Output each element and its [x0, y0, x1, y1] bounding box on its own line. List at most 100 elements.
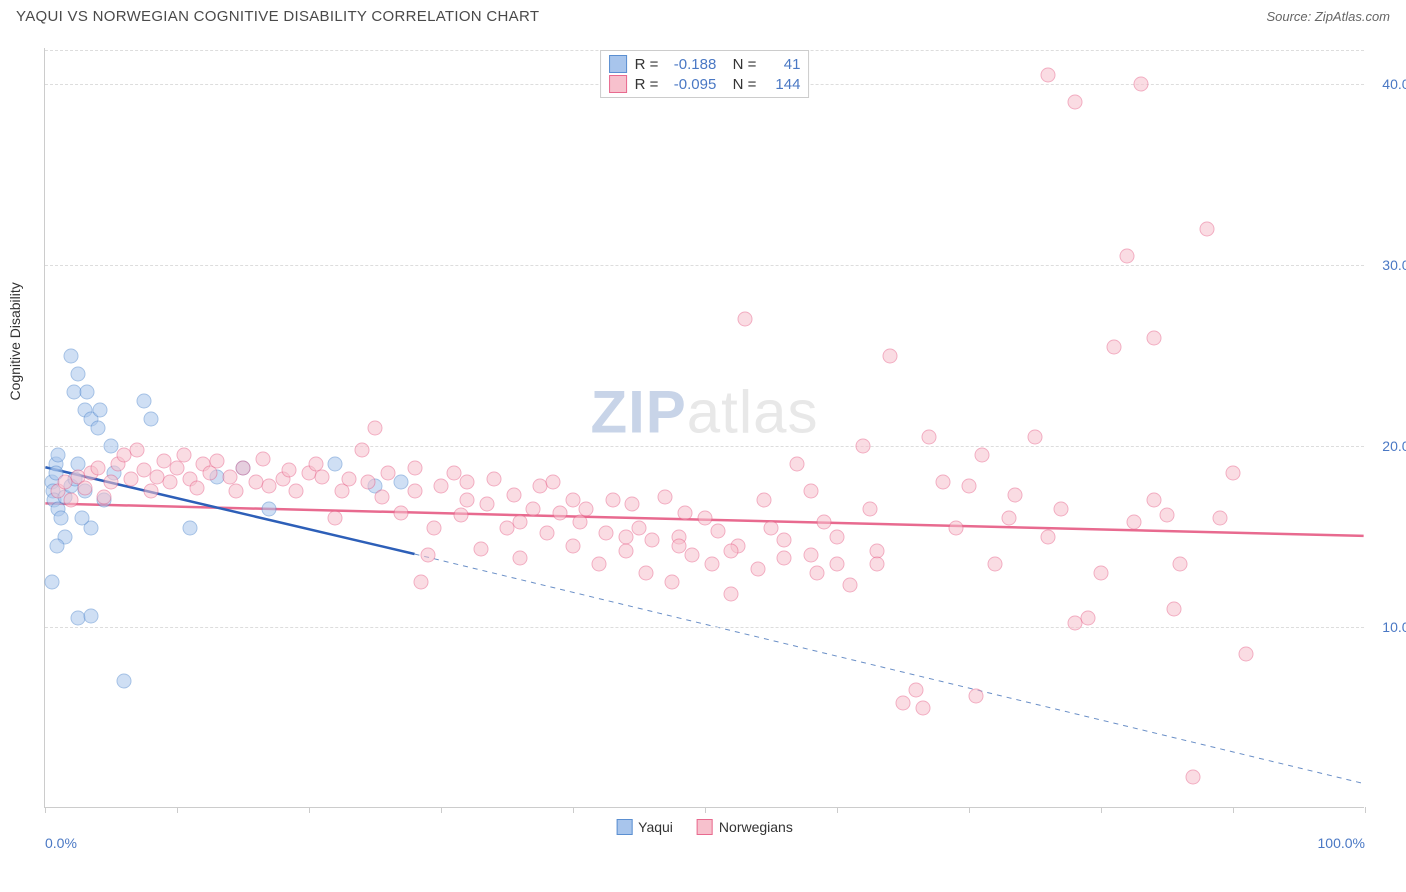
scatter-point	[724, 587, 739, 602]
scatter-point	[130, 442, 145, 457]
scatter-point	[1146, 493, 1161, 508]
scatter-point	[1107, 339, 1122, 354]
x-tick	[969, 807, 970, 813]
scatter-point	[1186, 770, 1201, 785]
x-tick	[45, 807, 46, 813]
scatter-point	[935, 475, 950, 490]
scatter-point	[1166, 601, 1181, 616]
y-tick-label: 40.0%	[1382, 76, 1406, 92]
gridline	[45, 446, 1364, 447]
legend-stat-row: R =-0.188 N =41	[609, 54, 801, 74]
scatter-point	[381, 466, 396, 481]
scatter-point	[764, 520, 779, 535]
scatter-point	[790, 457, 805, 472]
trendline	[414, 554, 1363, 784]
x-tick	[177, 807, 178, 813]
legend-stats: R =-0.188 N =41R =-0.095 N =144	[600, 50, 810, 98]
scatter-point	[1239, 647, 1254, 662]
y-axis-label: Cognitive Disability	[7, 282, 23, 400]
scatter-point	[546, 475, 561, 490]
chart-plot-area: Cognitive Disability ZIPatlas R =-0.188 …	[44, 48, 1364, 808]
scatter-point	[605, 493, 620, 508]
scatter-point	[645, 533, 660, 548]
scatter-point	[74, 511, 89, 526]
scatter-point	[64, 348, 79, 363]
scatter-point	[724, 544, 739, 559]
scatter-point	[361, 475, 376, 490]
legend-r-label: R =	[635, 76, 659, 93]
legend-series-item: Norwegians	[697, 819, 793, 835]
gridline	[45, 627, 1364, 628]
scatter-point	[671, 538, 686, 553]
x-tick-label: 100.0%	[1318, 835, 1365, 851]
legend-swatch	[609, 55, 627, 73]
scatter-point	[632, 520, 647, 535]
source-label: Source: ZipAtlas.com	[1266, 9, 1390, 24]
scatter-point	[53, 511, 68, 526]
scatter-point	[394, 506, 409, 521]
scatter-point	[407, 484, 422, 499]
scatter-point	[137, 393, 152, 408]
scatter-point	[1054, 502, 1069, 517]
scatter-point	[1120, 249, 1135, 264]
scatter-point	[93, 402, 108, 417]
scatter-point	[618, 544, 633, 559]
scatter-point	[1008, 487, 1023, 502]
scatter-point	[1041, 529, 1056, 544]
scatter-point	[526, 502, 541, 517]
scatter-point	[420, 547, 435, 562]
scatter-point	[49, 538, 64, 553]
scatter-point	[704, 556, 719, 571]
legend-n-label: N =	[724, 76, 756, 93]
scatter-point	[882, 348, 897, 363]
scatter-point	[698, 511, 713, 526]
scatter-point	[1226, 466, 1241, 481]
scatter-point	[513, 515, 528, 530]
legend-n-label: N =	[724, 56, 756, 73]
scatter-point	[460, 493, 475, 508]
scatter-point	[1173, 556, 1188, 571]
y-tick-label: 10.0%	[1382, 619, 1406, 635]
scatter-point	[777, 533, 792, 548]
legend-series-item: Yaqui	[616, 819, 673, 835]
scatter-point	[414, 574, 429, 589]
scatter-point	[1127, 515, 1142, 530]
scatter-point	[711, 524, 726, 539]
scatter-point	[665, 574, 680, 589]
scatter-point	[1041, 68, 1056, 83]
scatter-point	[856, 439, 871, 454]
scatter-point	[486, 471, 501, 486]
legend-series-label: Yaqui	[638, 819, 673, 835]
scatter-point	[374, 489, 389, 504]
scatter-point	[896, 696, 911, 711]
scatter-point	[84, 609, 99, 624]
scatter-point	[64, 493, 79, 508]
y-tick-label: 30.0%	[1382, 257, 1406, 273]
scatter-point	[968, 688, 983, 703]
trendlines-layer	[45, 48, 1364, 807]
watermark: ZIPatlas	[590, 378, 818, 447]
scatter-point	[262, 502, 277, 517]
scatter-point	[618, 529, 633, 544]
scatter-point	[816, 515, 831, 530]
scatter-point	[453, 507, 468, 522]
scatter-point	[44, 574, 59, 589]
scatter-point	[909, 683, 924, 698]
scatter-point	[566, 493, 581, 508]
scatter-point	[51, 448, 66, 463]
scatter-point	[737, 312, 752, 327]
scatter-point	[354, 442, 369, 457]
scatter-point	[97, 489, 112, 504]
scatter-point	[90, 421, 105, 436]
scatter-point	[592, 556, 607, 571]
scatter-point	[288, 484, 303, 499]
scatter-point	[341, 471, 356, 486]
legend-swatch	[697, 819, 713, 835]
legend-r-value: -0.095	[666, 76, 716, 93]
scatter-point	[407, 460, 422, 475]
scatter-point	[229, 484, 244, 499]
scatter-point	[123, 471, 138, 486]
scatter-point	[863, 502, 878, 517]
scatter-point	[282, 462, 297, 477]
scatter-point	[1028, 430, 1043, 445]
